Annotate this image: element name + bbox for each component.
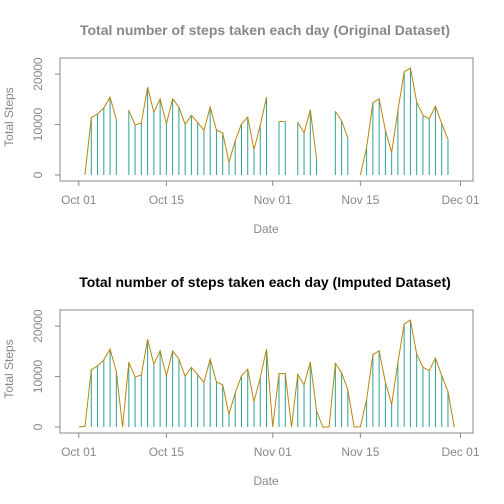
x-tick-label: Nov 15 bbox=[341, 193, 379, 207]
x-axis: Oct 01 Oct 15 Nov 01 Nov 15 Dec 01 bbox=[61, 181, 480, 207]
y-axis-label: Total Steps bbox=[2, 87, 16, 146]
x-tick-label: Nov 15 bbox=[341, 445, 379, 459]
y-tick-label: 20000 bbox=[31, 57, 45, 91]
series-line bbox=[359, 67, 449, 175]
y-axis: 0 10000 20000 bbox=[31, 57, 60, 178]
chart-title: Total number of steps taken each day (Or… bbox=[80, 22, 450, 38]
chart-title: Total number of steps taken each day (Im… bbox=[79, 274, 451, 290]
x-axis-label: Date bbox=[253, 474, 279, 488]
series-line bbox=[78, 319, 455, 428]
x-axis-label: Date bbox=[253, 222, 279, 236]
series-line bbox=[128, 87, 267, 163]
x-tick-label: Oct 15 bbox=[149, 445, 185, 459]
y-tick-label: 10000 bbox=[31, 360, 45, 394]
y-tick-label: 20000 bbox=[31, 309, 45, 343]
plot-frame bbox=[59, 309, 474, 434]
y-tick-label: 10000 bbox=[31, 108, 45, 142]
chart-panel-imputed: Total number of steps taken each day (Im… bbox=[2, 274, 480, 488]
y-tick-label: 0 bbox=[31, 423, 45, 430]
y-tick-label: 0 bbox=[31, 171, 45, 178]
plot-frame bbox=[59, 57, 474, 182]
x-tick-label: Nov 01 bbox=[254, 193, 292, 207]
series-line bbox=[334, 111, 349, 139]
x-tick-label: Oct 01 bbox=[61, 193, 97, 207]
plot-marks bbox=[78, 319, 455, 428]
chart-panel-original: Total number of steps taken each day (Or… bbox=[2, 22, 480, 236]
y-axis-label: Total Steps bbox=[2, 339, 16, 398]
x-tick-label: Nov 01 bbox=[254, 445, 292, 459]
series-line bbox=[297, 109, 318, 159]
y-axis: 0 10000 20000 bbox=[31, 309, 60, 430]
x-axis: Oct 01 Oct 15 Nov 01 Nov 15 Dec 01 bbox=[61, 433, 480, 459]
x-tick-label: Oct 01 bbox=[61, 445, 97, 459]
series-line bbox=[84, 95, 117, 175]
x-tick-label: Dec 01 bbox=[441, 445, 479, 459]
x-tick-label: Dec 01 bbox=[441, 193, 479, 207]
x-tick-label: Oct 15 bbox=[149, 193, 185, 207]
plot-marks bbox=[84, 67, 449, 175]
